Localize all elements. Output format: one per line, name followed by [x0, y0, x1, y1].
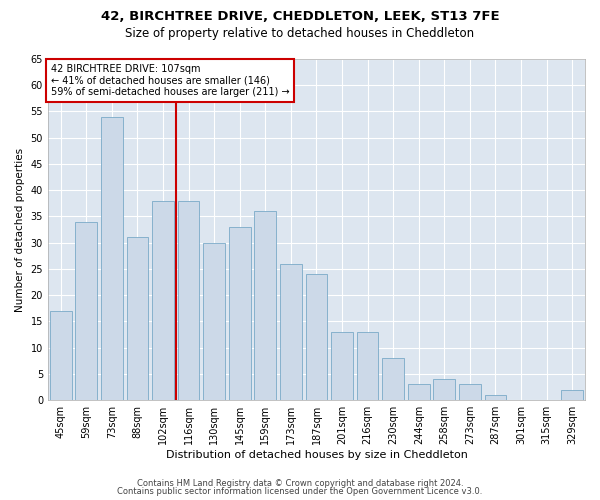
Bar [433, 379, 455, 400]
Bar [357, 332, 379, 400]
Bar [229, 227, 251, 400]
Text: Size of property relative to detached houses in Cheddleton: Size of property relative to detached ho… [125, 28, 475, 40]
Bar [459, 384, 481, 400]
Bar [408, 384, 430, 400]
Bar [331, 332, 353, 400]
Bar [280, 264, 302, 400]
Text: 42 BIRCHTREE DRIVE: 107sqm
← 41% of detached houses are smaller (146)
59% of sem: 42 BIRCHTREE DRIVE: 107sqm ← 41% of deta… [50, 64, 289, 98]
Bar [152, 200, 174, 400]
Bar [382, 358, 404, 400]
Bar [562, 390, 583, 400]
Bar [127, 238, 148, 400]
Bar [485, 395, 506, 400]
Bar [305, 274, 328, 400]
Bar [178, 200, 199, 400]
Bar [203, 242, 225, 400]
Bar [76, 222, 97, 400]
Bar [50, 311, 71, 400]
Text: Contains public sector information licensed under the Open Government Licence v3: Contains public sector information licen… [118, 488, 482, 496]
Bar [101, 116, 123, 400]
Text: 42, BIRCHTREE DRIVE, CHEDDLETON, LEEK, ST13 7FE: 42, BIRCHTREE DRIVE, CHEDDLETON, LEEK, S… [101, 10, 499, 23]
X-axis label: Distribution of detached houses by size in Cheddleton: Distribution of detached houses by size … [166, 450, 467, 460]
Bar [254, 211, 276, 400]
Y-axis label: Number of detached properties: Number of detached properties [15, 148, 25, 312]
Text: Contains HM Land Registry data © Crown copyright and database right 2024.: Contains HM Land Registry data © Crown c… [137, 478, 463, 488]
